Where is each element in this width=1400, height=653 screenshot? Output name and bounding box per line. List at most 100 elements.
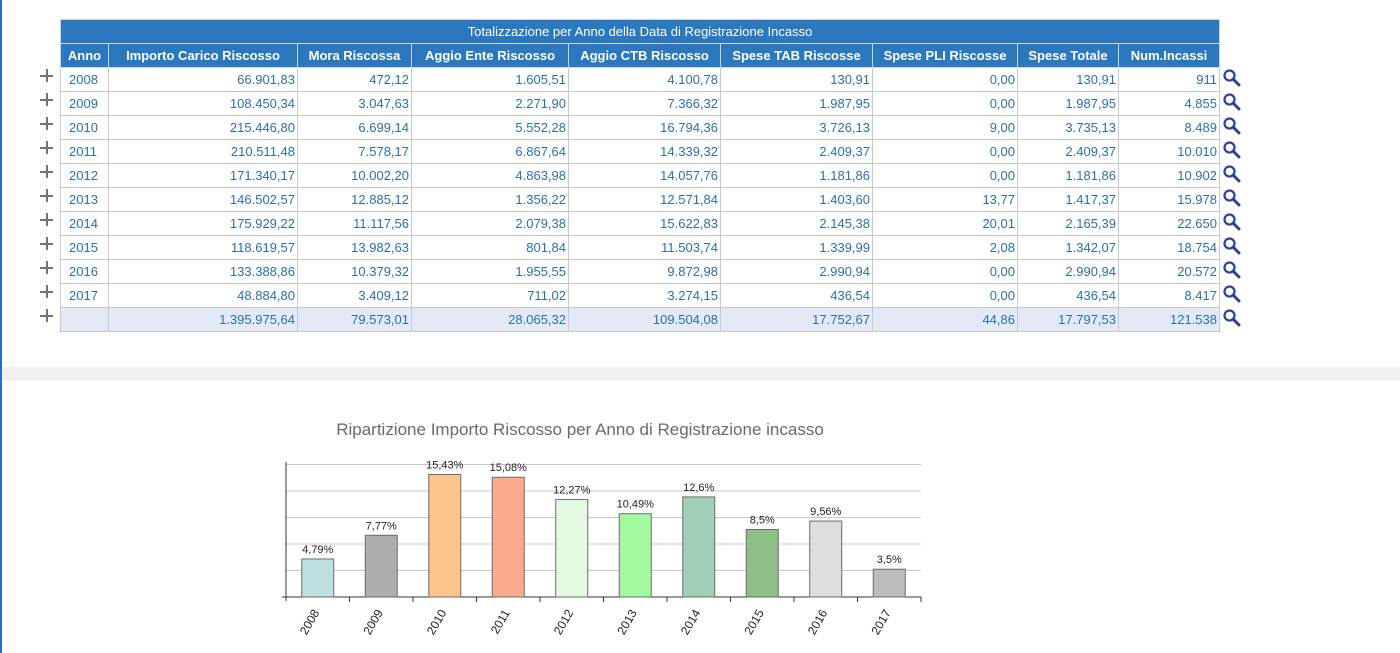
value-cell: 79.573,01 bbox=[297, 307, 412, 332]
plus-icon[interactable] bbox=[38, 67, 56, 85]
value-cell: 13,77 bbox=[872, 187, 1018, 212]
table-row: 2013 146.502,57 12.885,12 1.356,22 12.571,84… bbox=[60, 187, 1220, 212]
bar-2012 bbox=[555, 499, 589, 598]
column-header[interactable]: Mora Riscossa bbox=[297, 43, 412, 68]
value-cell: 0,00 bbox=[872, 259, 1018, 284]
value-cell: 6.867,64 bbox=[411, 139, 569, 164]
value-cell: 1.403,60 bbox=[720, 187, 873, 212]
x-tick-label: 2016 bbox=[805, 607, 831, 637]
x-tick-label: 2011 bbox=[488, 607, 513, 637]
value-cell: 3.047,63 bbox=[297, 91, 412, 116]
value-cell: 4.863,98 bbox=[411, 163, 569, 188]
magnifier-icon[interactable] bbox=[1222, 260, 1242, 280]
totals-table-container: Totalizzazione per Anno della Data di Re… bbox=[60, 19, 1220, 332]
magnifier-icon[interactable] bbox=[1222, 68, 1242, 88]
data-label: 15,43% bbox=[426, 459, 464, 471]
column-header[interactable]: Spese Totale bbox=[1017, 43, 1119, 68]
bar-2011 bbox=[491, 476, 525, 598]
table-row: 2010 215.446,80 6.699,14 5.552,28 16.794,36 3… bbox=[60, 115, 1220, 140]
year-cell: 2015 bbox=[60, 235, 109, 260]
value-cell: 20.572 bbox=[1118, 259, 1220, 284]
magnifier-icon[interactable] bbox=[1222, 92, 1242, 112]
magnifier-icon[interactable] bbox=[1222, 212, 1242, 232]
chart-title: Ripartizione Importo Riscosso per Anno d… bbox=[336, 420, 824, 439]
plus-icon[interactable] bbox=[38, 163, 56, 181]
table-title: Totalizzazione per Anno della Data di Re… bbox=[60, 19, 1220, 44]
magnifier-icon[interactable] bbox=[1222, 116, 1242, 136]
x-tick-label: 2017 bbox=[868, 607, 894, 637]
value-cell: 9,00 bbox=[872, 115, 1018, 140]
year-cell: 2017 bbox=[60, 283, 109, 308]
bar-2016 bbox=[809, 520, 843, 598]
value-cell: 1.395.975,64 bbox=[108, 307, 298, 332]
bar-2015 bbox=[745, 529, 779, 598]
data-label: 7,77% bbox=[366, 520, 397, 532]
value-cell: 14.057,76 bbox=[568, 163, 721, 188]
plus-icon[interactable] bbox=[38, 91, 56, 109]
magnifier-icon[interactable] bbox=[1222, 188, 1242, 208]
plus-icon[interactable] bbox=[38, 187, 56, 205]
value-cell: 210.511,48 bbox=[108, 139, 298, 164]
value-cell: 2.079,38 bbox=[411, 211, 569, 236]
value-cell: 175.929,22 bbox=[108, 211, 298, 236]
bar-2009 bbox=[364, 534, 398, 598]
value-cell: 28.065,32 bbox=[411, 307, 569, 332]
data-label: 8,5% bbox=[750, 515, 775, 527]
plus-icon[interactable] bbox=[38, 307, 56, 325]
value-cell: 3.735,13 bbox=[1017, 115, 1119, 140]
data-label: 12,27% bbox=[553, 485, 591, 497]
table-row: 2016 133.388,86 10.379,32 1.955,55 9.872,98 2… bbox=[60, 259, 1220, 284]
magnifier-icon[interactable] bbox=[1222, 308, 1242, 328]
value-cell: 6.699,14 bbox=[297, 115, 412, 140]
column-header[interactable]: Aggio CTB Riscosso bbox=[568, 43, 721, 68]
value-cell: 109.504,08 bbox=[568, 307, 721, 332]
plus-icon[interactable] bbox=[38, 259, 56, 277]
bar-2017 bbox=[872, 568, 906, 598]
x-tick-label: 2012 bbox=[551, 607, 577, 637]
magnifier-icon[interactable] bbox=[1222, 164, 1242, 184]
x-tick-label: 2008 bbox=[297, 607, 323, 637]
data-label: 9,56% bbox=[810, 506, 841, 518]
x-tick-label: 2013 bbox=[614, 607, 640, 637]
column-header[interactable]: Spese PLI Riscosse bbox=[872, 43, 1018, 68]
data-label: 12,6% bbox=[683, 482, 714, 494]
value-cell: 17.752,67 bbox=[720, 307, 873, 332]
bar-2010 bbox=[428, 473, 462, 598]
page-left-border bbox=[0, 0, 2, 653]
value-cell: 2.409,37 bbox=[1017, 139, 1119, 164]
data-label: 4,79% bbox=[302, 544, 333, 556]
value-cell: 7.578,17 bbox=[297, 139, 412, 164]
plus-icon[interactable] bbox=[38, 283, 56, 301]
value-cell: 15.978 bbox=[1118, 187, 1220, 212]
year-cell: 2012 bbox=[60, 163, 109, 188]
column-header[interactable]: Anno bbox=[60, 43, 109, 68]
x-tick-label: 2014 bbox=[678, 607, 704, 637]
value-cell: 3.726,13 bbox=[720, 115, 873, 140]
year-cell bbox=[60, 307, 109, 332]
table-row: 2015 118.619,57 13.982,63 801,84 11.503,74 1.… bbox=[60, 235, 1220, 260]
value-cell: 146.502,57 bbox=[108, 187, 298, 212]
plus-icon[interactable] bbox=[38, 235, 56, 253]
plus-icon[interactable] bbox=[38, 115, 56, 133]
data-label: 3,5% bbox=[877, 554, 902, 566]
magnifier-icon[interactable] bbox=[1222, 236, 1242, 256]
value-cell: 3.409,12 bbox=[297, 283, 412, 308]
column-header[interactable]: Spese TAB Riscosse bbox=[720, 43, 873, 68]
column-header[interactable]: Aggio Ente Riscosso bbox=[411, 43, 569, 68]
plus-icon[interactable] bbox=[38, 139, 56, 157]
magnifier-icon[interactable] bbox=[1222, 284, 1242, 304]
column-header[interactable]: Importo Carico Riscosso bbox=[108, 43, 298, 68]
value-cell: 18.754 bbox=[1118, 235, 1220, 260]
value-cell: 1.987,95 bbox=[1017, 91, 1119, 116]
section-separator bbox=[2, 367, 1400, 381]
bar-2013 bbox=[618, 513, 652, 598]
magnifier-icon[interactable] bbox=[1222, 140, 1242, 160]
year-cell: 2008 bbox=[60, 67, 109, 92]
value-cell: 108.450,34 bbox=[108, 91, 298, 116]
column-header[interactable]: Num.Incassi bbox=[1118, 43, 1220, 68]
plus-icon[interactable] bbox=[38, 211, 56, 229]
value-cell: 1.605,51 bbox=[411, 67, 569, 92]
value-cell: 130,91 bbox=[1017, 67, 1119, 92]
x-tick-label: 2015 bbox=[741, 607, 767, 637]
value-cell: 20,01 bbox=[872, 211, 1018, 236]
